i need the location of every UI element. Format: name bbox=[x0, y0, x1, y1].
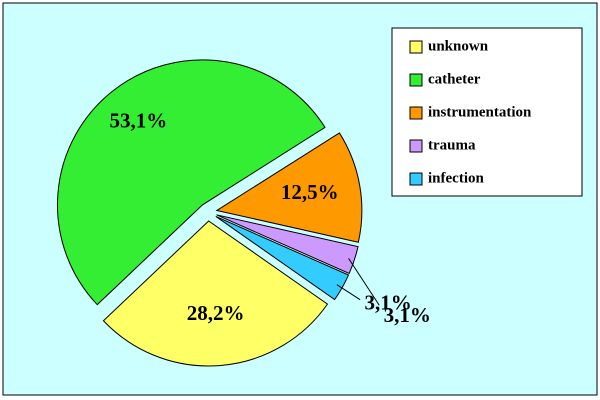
legend-swatch bbox=[409, 40, 423, 54]
legend-swatch bbox=[409, 73, 423, 87]
legend-label: catheter bbox=[428, 71, 481, 87]
leader-line bbox=[348, 258, 380, 306]
legend-label: instrumentation bbox=[428, 104, 532, 120]
legend-label: trauma bbox=[428, 137, 476, 153]
legend-swatch bbox=[409, 139, 423, 153]
data-label: 3,1% bbox=[365, 290, 412, 314]
legend-label: infection bbox=[428, 170, 484, 186]
data-label: 28,2% bbox=[187, 301, 245, 325]
legend-box bbox=[391, 27, 583, 197]
pie-slice bbox=[102, 220, 329, 367]
data-label: 12,5% bbox=[281, 180, 339, 204]
legend-swatch bbox=[409, 172, 423, 186]
legend-swatch bbox=[409, 106, 423, 120]
data-label: 3,1% bbox=[384, 303, 431, 327]
leader-line bbox=[336, 284, 361, 301]
data-label: 53,1% bbox=[109, 108, 167, 132]
legend-label: unknown bbox=[428, 38, 489, 54]
pie-slice bbox=[215, 132, 363, 243]
pie-slice bbox=[56, 59, 326, 306]
pie-slice bbox=[216, 214, 359, 275]
